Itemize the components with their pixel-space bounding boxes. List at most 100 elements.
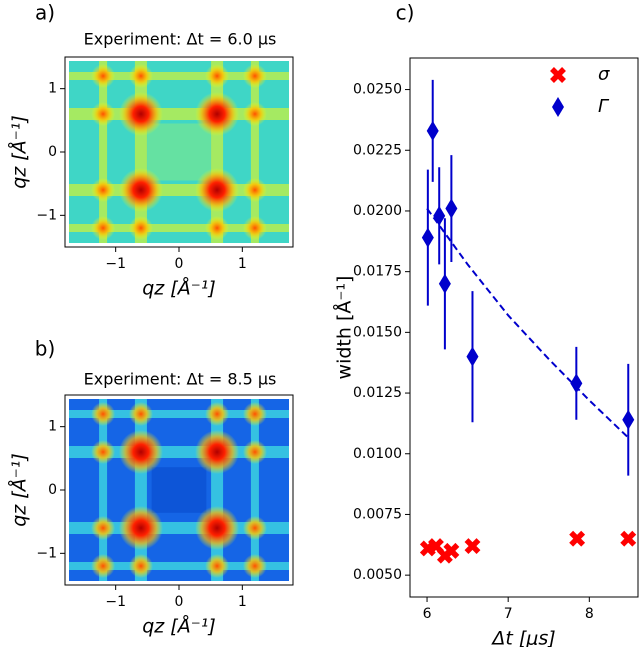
heatmap-center — [147, 123, 211, 181]
diamond-marker — [570, 373, 583, 394]
x-tick-label: 1 — [238, 256, 247, 272]
x-axis-label: Δt [μs] — [490, 628, 555, 648]
y-tick-label: 0.0250 — [353, 82, 402, 98]
heatmap-image — [69, 399, 289, 581]
heatmap-peak — [91, 102, 116, 126]
heatmap-streak — [99, 61, 108, 243]
heatmap-peak — [195, 168, 240, 212]
y-tick-label: 1 — [48, 419, 57, 435]
heatmap-peak — [91, 216, 116, 240]
panel-title: Experiment: Δt = 6.0 μs — [84, 30, 277, 49]
y-tick-label: 1 — [48, 81, 57, 97]
heatmap-peak — [205, 216, 230, 240]
x-marker — [464, 538, 481, 554]
heatmap-center — [151, 467, 207, 513]
heatmap-peak — [118, 168, 163, 212]
heatmap-peak — [242, 216, 267, 240]
y-tick-label: −1 — [36, 545, 57, 561]
heatmap-streak — [69, 72, 289, 80]
legend-marker — [552, 97, 564, 117]
heatmap-peak — [118, 92, 163, 136]
heatmap-peak — [128, 64, 153, 88]
x-marker — [620, 530, 637, 547]
y-tick-label: 0.0100 — [353, 446, 402, 462]
heatmap-streak — [69, 224, 289, 232]
y-tick-label: 0.0175 — [353, 264, 402, 280]
diamond-marker — [438, 273, 451, 294]
y-axis-label: width [Å⁻¹] — [333, 276, 356, 380]
heatmap-peak — [91, 178, 116, 202]
heatmap-peak — [242, 554, 267, 578]
x-tick-label: −1 — [105, 594, 126, 610]
heatmap-peak — [91, 440, 116, 464]
diamond-marker — [466, 346, 479, 367]
x-tick-label: 6 — [423, 606, 432, 622]
y-tick-label: 0 — [48, 144, 57, 160]
heatmap-peak — [91, 64, 116, 88]
heatmap-peak — [242, 516, 267, 540]
y-tick-label: 0.0125 — [353, 385, 402, 401]
y-tick-label: 0.0075 — [353, 506, 402, 522]
diamond-marker — [445, 198, 458, 219]
heatmap-peak — [91, 554, 116, 578]
heatmap-peak — [118, 430, 163, 474]
x-tick-label: 0 — [175, 256, 184, 272]
fit-line — [426, 207, 631, 440]
x-marker — [443, 542, 460, 559]
y-axis-label: qz [Å⁻¹] — [8, 115, 31, 189]
legend-label: Γ — [598, 96, 610, 117]
axes-frame — [64, 56, 294, 248]
panel-title: Experiment: Δt = 8.5 μs — [84, 370, 277, 389]
diamond-marker — [433, 205, 446, 226]
heatmap-peak — [128, 554, 153, 578]
diamond-marker — [622, 409, 635, 430]
heatmap-streak — [69, 410, 289, 418]
y-axis-label: qz [Å⁻¹] — [8, 453, 31, 527]
panel-label: c) — [396, 1, 415, 25]
axes-frame — [64, 394, 294, 586]
x-tick-label: −1 — [105, 256, 126, 272]
heatmap-peak — [91, 402, 116, 426]
x-axis-label: qz [Å⁻¹] — [142, 615, 216, 638]
heatmap-peak — [195, 430, 240, 474]
y-tick-label: 0.0225 — [353, 142, 402, 158]
heatmap-peak — [242, 402, 267, 426]
diamond-marker — [426, 120, 439, 141]
heatmap-peak — [205, 402, 230, 426]
legend-label: σ — [598, 64, 610, 85]
y-tick-label: 0.0200 — [353, 203, 402, 219]
heatmap-peak — [205, 64, 230, 88]
x-tick-label: 0 — [175, 594, 184, 610]
heatmap-peak — [242, 102, 267, 126]
legend-marker — [550, 67, 566, 83]
heatmap-image — [69, 61, 289, 243]
heatmap-peak — [242, 440, 267, 464]
heatmap-peak — [128, 402, 153, 426]
heatmap-streak — [134, 399, 147, 581]
heatmap-streak — [211, 61, 224, 243]
heatmap-peak — [242, 178, 267, 202]
y-tick-label: 0.0150 — [353, 324, 402, 340]
x-tick-label: 1 — [238, 594, 247, 610]
heatmap-peak — [118, 506, 163, 550]
panel-label: b) — [35, 337, 56, 361]
y-tick-label: 0 — [48, 482, 57, 498]
y-tick-label: 0.0050 — [353, 567, 402, 583]
x-axis-label: qz [Å⁻¹] — [142, 277, 216, 300]
heatmap-peak — [242, 64, 267, 88]
heatmap-streak — [69, 562, 289, 570]
panel-label: a) — [35, 1, 55, 25]
heatmap-peak — [91, 516, 116, 540]
y-tick-label: −1 — [36, 207, 57, 223]
heatmap-streak — [134, 61, 147, 243]
x-tick-label: 7 — [504, 606, 513, 622]
heatmap-streak — [99, 399, 108, 581]
diamond-marker — [421, 227, 434, 248]
heatmap-streak — [250, 61, 259, 243]
heatmap-peak — [195, 506, 240, 550]
heatmap-peak — [128, 216, 153, 240]
x-tick-label: 8 — [585, 606, 594, 622]
x-marker — [569, 530, 586, 547]
axes-frame — [409, 57, 639, 598]
